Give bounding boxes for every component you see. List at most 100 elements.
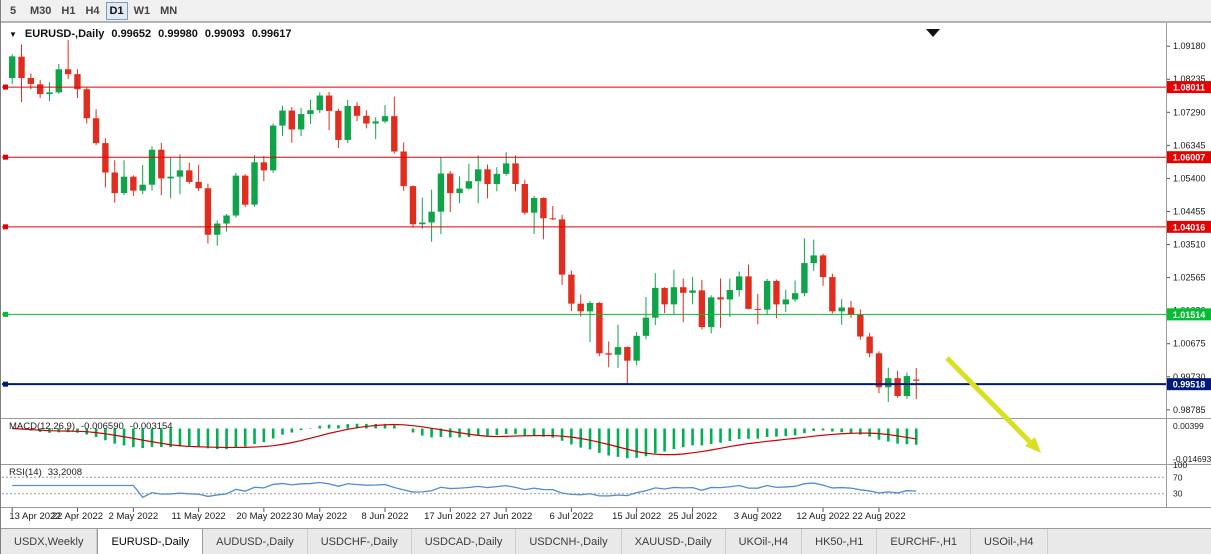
level-line-handle[interactable] xyxy=(3,311,8,317)
candle xyxy=(885,378,892,388)
tab-usdchf-daily[interactable]: USDCHF-,Daily xyxy=(307,529,412,554)
candle xyxy=(288,110,295,130)
candle xyxy=(316,95,323,111)
price-tag xyxy=(1167,81,1211,94)
candle xyxy=(139,184,146,191)
candle xyxy=(307,110,314,115)
timeframe-button-h4[interactable]: H4 xyxy=(81,2,103,20)
chart-title: ▼ EURUSD-,Daily 0.99652 0.99980 0.99093 … xyxy=(9,28,291,40)
candle xyxy=(363,115,370,124)
candle xyxy=(36,84,44,95)
candle xyxy=(633,335,640,361)
candle xyxy=(64,69,72,75)
price-axis-label: 1.05400 xyxy=(1173,173,1206,183)
candle xyxy=(689,290,696,293)
candle xyxy=(708,297,715,328)
chart-tab-bar: USDX,Weekly EURUSD-,Daily AUDUSD-,Daily USD… xyxy=(1,528,1211,554)
price-axis-label: 1.08235 xyxy=(1173,74,1206,84)
rsi-name: RSI(14) xyxy=(9,467,42,478)
time-axis-label: 22 Apr 2022 xyxy=(52,511,103,522)
tab-eurchf-h1[interactable]: EURCHF-,H1 xyxy=(877,529,972,554)
chart-low-value: 0.99093 xyxy=(204,28,245,40)
candle xyxy=(866,336,873,354)
candle xyxy=(260,162,268,171)
candle xyxy=(344,106,351,140)
arrow-head-icon xyxy=(1025,437,1041,453)
candle xyxy=(838,307,845,312)
timeframe-button-w1[interactable]: W1 xyxy=(130,2,155,20)
candle xyxy=(111,172,118,194)
tab-usoil-h4[interactable]: USOil-,H4 xyxy=(971,529,1048,554)
level-line-1.01514[interactable]: 1.01514 xyxy=(2,308,1211,321)
chart-symbol-period: EURUSD-,Daily xyxy=(24,28,105,40)
price-tag-label: 1.01514 xyxy=(1173,310,1206,320)
tab-xauusd-daily[interactable]: XAUUSD-,Daily xyxy=(621,529,726,554)
price-tag xyxy=(1167,308,1211,321)
candle xyxy=(829,277,836,312)
level-line-1.06007[interactable]: 1.06007 xyxy=(2,151,1211,164)
price-tag-label: 0.99518 xyxy=(1173,380,1206,390)
candle xyxy=(894,378,901,397)
candle xyxy=(875,353,883,388)
candle xyxy=(325,95,333,111)
tab-ukoil-h4[interactable]: UKOil-,H4 xyxy=(725,529,803,554)
timeframe-button-h1[interactable]: H1 xyxy=(57,2,79,20)
drawn-arrow-annotation[interactable] xyxy=(945,356,1041,453)
candle xyxy=(186,170,193,182)
level-line-1.08011[interactable]: 1.08011 xyxy=(2,81,1211,94)
candle xyxy=(456,188,463,194)
level-line-1.04016[interactable]: 1.04016 xyxy=(2,220,1211,233)
level-line-handle[interactable] xyxy=(3,381,8,387)
level-line-handle[interactable] xyxy=(3,84,8,90)
tab-eurusd-daily[interactable]: EURUSD-,Daily xyxy=(97,529,204,554)
rsi-line xyxy=(12,481,917,499)
candle xyxy=(763,280,771,310)
time-axis-label: 17 Jun 2022 xyxy=(424,511,476,522)
level-line-handle[interactable] xyxy=(3,224,8,230)
timeframe-button-mn[interactable]: MN xyxy=(156,2,181,20)
tab-audusd-daily[interactable]: AUDUSD-,Daily xyxy=(203,529,308,554)
candle xyxy=(232,175,240,216)
candle xyxy=(819,255,827,278)
tab-usdcad-daily[interactable]: USDCAD-,Daily xyxy=(411,529,517,554)
price-tag xyxy=(1167,378,1211,391)
candle xyxy=(810,255,817,264)
candle xyxy=(27,78,35,84)
candle xyxy=(9,56,16,79)
chart-high-value: 0.99980 xyxy=(158,28,198,40)
time-axis-label: 15 Jul 2022 xyxy=(612,511,661,522)
tab-usdcnh-daily[interactable]: USDCNH-,Daily xyxy=(516,529,622,554)
chart-menu-icon[interactable]: ▼ xyxy=(9,29,17,39)
rsi-pane: 100 70 30 xyxy=(2,460,1187,499)
timeframe-button-m30[interactable]: M30 xyxy=(26,2,55,20)
candle xyxy=(18,56,25,79)
candle xyxy=(419,222,426,225)
candle xyxy=(530,198,538,213)
chart-area[interactable]: 1.09180 1.08235 1.07290 1.06345 1.05400 1.044… xyxy=(1,22,1211,528)
candle xyxy=(437,173,445,212)
price-chart[interactable]: 1.09180 1.08235 1.07290 1.06345 1.05400 1.044… xyxy=(1,22,1211,528)
candle xyxy=(251,162,258,205)
time-axis-label: 12 Aug 2022 xyxy=(796,511,849,522)
candle xyxy=(214,223,221,235)
candle xyxy=(586,302,594,312)
candle xyxy=(502,163,510,174)
time-axis-label: 6 Jul 2022 xyxy=(549,511,593,522)
tab-usdx-weekly[interactable]: USDX,Weekly xyxy=(1,529,98,554)
candle xyxy=(670,287,678,305)
time-axis-label: 30 May 2022 xyxy=(292,511,347,522)
timeframe-button-5[interactable]: 5 xyxy=(2,2,24,20)
candle xyxy=(847,307,855,315)
macd-axis-label: -0.014693 xyxy=(1173,454,1211,464)
chart-shift-marker-icon[interactable] xyxy=(926,29,940,37)
macd-label: MACD(12,26,9) -0.006590 -0.003154 xyxy=(9,421,173,432)
tab-hk50-h1[interactable]: HK50-,H1 xyxy=(802,529,878,554)
candle xyxy=(102,143,109,173)
candle xyxy=(614,347,622,355)
rsi-label: RSI(14) 33,2008 xyxy=(9,467,82,478)
price-tag-label: 1.06007 xyxy=(1173,153,1206,163)
candle xyxy=(242,175,249,205)
level-line-handle[interactable] xyxy=(3,154,8,160)
timeframe-button-d1[interactable]: D1 xyxy=(105,1,128,20)
